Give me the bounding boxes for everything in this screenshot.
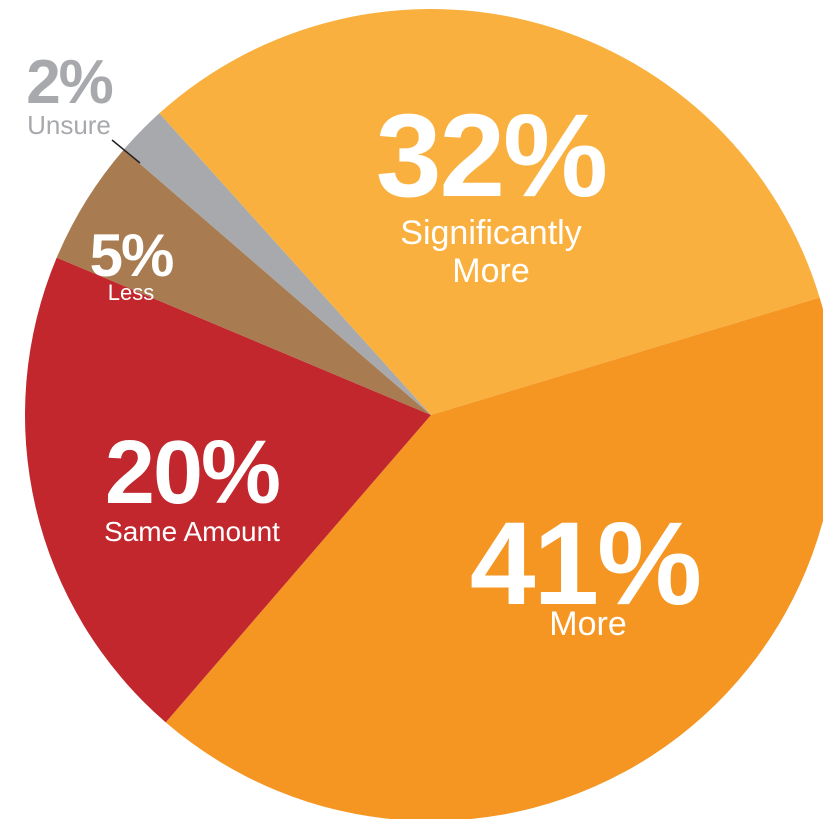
- pie-slice-less: [56, 149, 431, 415]
- slice-label-unsure: Unsure: [27, 110, 111, 140]
- pie-slice-significantly-more: [159, 8, 820, 415]
- pie-slice-more: [165, 297, 823, 819]
- slice-label-more: More: [549, 605, 626, 643]
- slice-label-significantly-more-2: More: [452, 252, 529, 290]
- pie-slice-same-amount: [24, 257, 432, 723]
- slice-label-less: Less: [108, 280, 154, 305]
- slice-label-significantly-more-pct: 32%: [376, 90, 606, 222]
- slice-label-significantly-more-1: Significantly: [400, 214, 581, 252]
- slice-label-more-pct: 41%: [470, 498, 700, 630]
- slice-label-less-pct: 5%: [90, 222, 173, 289]
- slice-label-same-amount-pct: 20%: [105, 423, 279, 523]
- unsure-leader-line: [111, 139, 141, 164]
- slice-label-unsure-pct: 2%: [26, 48, 112, 117]
- pie-slices: [24, 8, 823, 819]
- slice-label-same-amount: Same Amount: [104, 516, 280, 547]
- pie-slice-unsure: [123, 113, 431, 415]
